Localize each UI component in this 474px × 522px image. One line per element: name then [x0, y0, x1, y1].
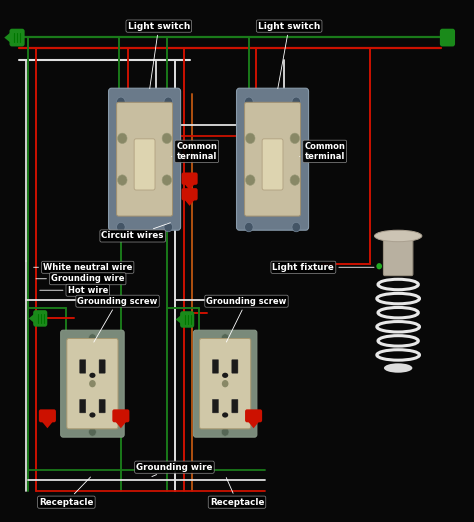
FancyBboxPatch shape — [117, 102, 173, 216]
Text: Receptacle: Receptacle — [210, 478, 264, 507]
FancyBboxPatch shape — [232, 360, 238, 373]
FancyBboxPatch shape — [182, 188, 198, 200]
Ellipse shape — [374, 230, 422, 242]
Polygon shape — [442, 31, 453, 44]
Circle shape — [221, 428, 229, 436]
FancyBboxPatch shape — [112, 409, 129, 422]
Circle shape — [162, 133, 172, 144]
Circle shape — [162, 175, 172, 185]
Polygon shape — [114, 420, 128, 428]
FancyBboxPatch shape — [80, 399, 86, 413]
Text: Receptacle: Receptacle — [39, 477, 93, 507]
Text: Common
terminal: Common terminal — [300, 141, 345, 161]
Text: White neutral wire: White neutral wire — [34, 263, 132, 272]
FancyBboxPatch shape — [193, 330, 257, 437]
Circle shape — [245, 97, 253, 106]
Circle shape — [246, 133, 255, 144]
Text: Grounding wire: Grounding wire — [36, 274, 125, 283]
FancyBboxPatch shape — [61, 330, 124, 437]
Text: Grounding screw: Grounding screw — [206, 296, 287, 342]
Text: Light switch: Light switch — [258, 21, 320, 89]
Circle shape — [117, 222, 125, 232]
Circle shape — [164, 222, 173, 232]
Text: Light switch: Light switch — [128, 21, 190, 89]
FancyBboxPatch shape — [212, 360, 219, 373]
Circle shape — [245, 222, 253, 232]
Circle shape — [89, 428, 96, 436]
FancyBboxPatch shape — [237, 88, 309, 230]
Circle shape — [290, 175, 300, 185]
Circle shape — [292, 222, 301, 232]
Circle shape — [376, 263, 382, 269]
Circle shape — [292, 97, 301, 106]
Polygon shape — [247, 420, 260, 428]
FancyBboxPatch shape — [182, 172, 198, 185]
FancyBboxPatch shape — [33, 310, 47, 327]
FancyBboxPatch shape — [232, 399, 238, 413]
FancyBboxPatch shape — [109, 88, 181, 230]
FancyBboxPatch shape — [212, 399, 219, 413]
Circle shape — [221, 334, 229, 342]
Circle shape — [246, 175, 255, 185]
FancyBboxPatch shape — [99, 360, 105, 373]
FancyBboxPatch shape — [9, 29, 25, 46]
Circle shape — [89, 380, 96, 387]
Text: Grounding screw: Grounding screw — [77, 296, 158, 342]
Circle shape — [118, 133, 127, 144]
Ellipse shape — [89, 373, 96, 378]
FancyBboxPatch shape — [180, 311, 194, 328]
FancyBboxPatch shape — [440, 29, 455, 46]
Text: Circuit wires: Circuit wires — [101, 223, 170, 241]
FancyBboxPatch shape — [245, 409, 262, 422]
FancyBboxPatch shape — [262, 139, 283, 190]
FancyBboxPatch shape — [67, 339, 118, 429]
Polygon shape — [41, 420, 54, 428]
Text: Common
terminal: Common terminal — [172, 141, 217, 161]
Circle shape — [222, 380, 228, 387]
Text: Grounding wire: Grounding wire — [136, 462, 213, 477]
Polygon shape — [176, 314, 182, 325]
Polygon shape — [183, 183, 196, 190]
FancyBboxPatch shape — [383, 239, 413, 276]
FancyBboxPatch shape — [245, 102, 301, 216]
FancyBboxPatch shape — [99, 399, 105, 413]
Circle shape — [117, 97, 125, 106]
Ellipse shape — [222, 373, 228, 378]
Text: Light fixture: Light fixture — [273, 263, 374, 272]
FancyBboxPatch shape — [39, 409, 56, 422]
Ellipse shape — [384, 363, 412, 373]
Polygon shape — [183, 198, 196, 206]
Ellipse shape — [89, 412, 96, 418]
FancyBboxPatch shape — [200, 339, 251, 429]
Polygon shape — [4, 31, 12, 44]
Circle shape — [89, 334, 96, 342]
Circle shape — [118, 175, 127, 185]
FancyBboxPatch shape — [134, 139, 155, 190]
Circle shape — [290, 133, 300, 144]
Text: Hot wire: Hot wire — [40, 286, 108, 295]
Circle shape — [164, 97, 173, 106]
Ellipse shape — [222, 412, 228, 418]
Polygon shape — [29, 313, 36, 324]
FancyBboxPatch shape — [80, 360, 86, 373]
